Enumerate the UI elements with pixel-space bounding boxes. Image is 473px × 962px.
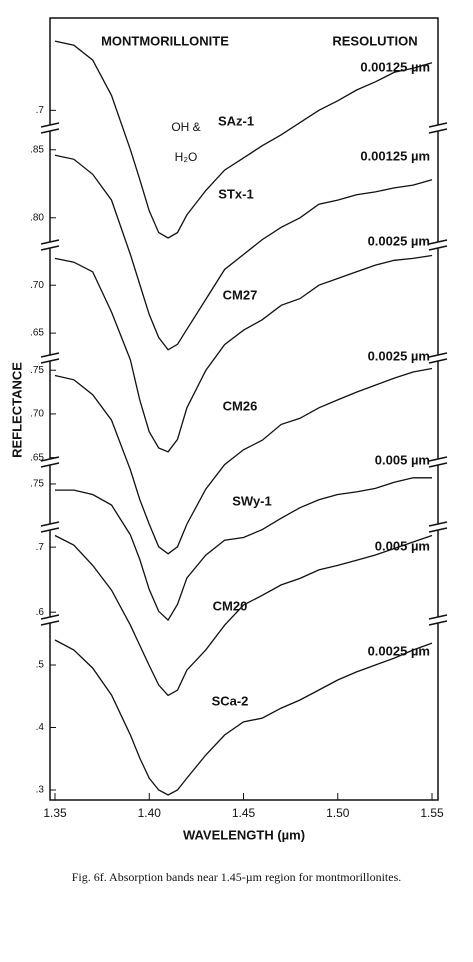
x-tick-label: 1.50 xyxy=(326,806,350,820)
y-tick-label: .75 xyxy=(30,479,44,490)
resolution-label: 0.0025 µm xyxy=(368,348,430,363)
y-tick-label: .75 xyxy=(30,365,44,376)
axis-break xyxy=(40,122,60,128)
resolution-label: 0.005 µm xyxy=(375,452,430,467)
axis-break xyxy=(428,527,448,533)
y-tick-label: .65 xyxy=(30,452,44,463)
axis-break xyxy=(40,128,60,134)
y-tick-label: .5 xyxy=(36,660,45,671)
axis-break-gap xyxy=(47,125,53,131)
axis-break xyxy=(428,521,448,527)
resolution-label: 0.0025 µm xyxy=(368,233,430,248)
spectrum-line xyxy=(54,367,433,555)
series-label: SAz-1 xyxy=(218,113,254,128)
y-tick-label: .7 xyxy=(36,542,45,553)
axis-break-gap xyxy=(435,524,441,530)
axis-break xyxy=(428,128,448,134)
axis-break-gap xyxy=(435,355,441,361)
spectrum-line xyxy=(54,154,433,351)
axis-break-gap xyxy=(47,524,53,530)
axis-break xyxy=(40,527,60,533)
y-tick-label: .3 xyxy=(36,785,45,796)
axis-break-gap xyxy=(47,617,53,623)
y-tick-label: .6 xyxy=(36,607,45,618)
y-tick-label: .80 xyxy=(30,212,44,223)
spectrum-line xyxy=(54,534,433,697)
x-tick-label: 1.45 xyxy=(232,806,256,820)
axis-break xyxy=(428,620,448,626)
chart: MONTMORILLONITE RESOLUTION OH & H₂O WAVE… xyxy=(9,17,448,842)
axis-break-gap xyxy=(435,459,441,465)
axis-break xyxy=(428,462,448,468)
axis-break xyxy=(40,358,60,364)
annotation: OH & xyxy=(171,120,200,134)
series-label: CM27 xyxy=(223,287,258,302)
axis-break-gap xyxy=(435,617,441,623)
x-tick-label: 1.40 xyxy=(138,806,162,820)
spectrum-line xyxy=(54,639,433,796)
axis-break-gap xyxy=(47,242,53,248)
series-label: CM26 xyxy=(223,398,258,413)
axis-break-gap xyxy=(435,242,441,248)
y-tick-label: .4 xyxy=(36,722,45,733)
axis-break xyxy=(428,358,448,364)
axis-break xyxy=(40,521,60,527)
axis-break-gap xyxy=(47,355,53,361)
y-tick-label: .65 xyxy=(30,328,44,339)
x-axis-label: WAVELENGTH (µm) xyxy=(183,827,305,842)
series-label: STx-1 xyxy=(218,186,253,201)
axis-break xyxy=(40,462,60,468)
resolution-header: RESOLUTION xyxy=(332,33,417,48)
series-label: SCa-2 xyxy=(212,693,249,708)
axis-break xyxy=(40,456,60,462)
spectrum-line xyxy=(54,40,433,239)
axis-break xyxy=(428,239,448,245)
axis-break xyxy=(428,456,448,462)
axis-break xyxy=(40,352,60,358)
x-tick-label: 1.55 xyxy=(420,806,444,820)
resolution-label: 0.0025 µm xyxy=(368,643,430,658)
x-tick-label: 1.35 xyxy=(43,806,67,820)
y-tick-label: .70 xyxy=(30,409,44,420)
caption: Fig. 6f. Absorption bands near 1.45-µm r… xyxy=(71,870,402,884)
axis-break xyxy=(40,620,60,626)
spectrum-line xyxy=(55,477,432,622)
y-tick-label: .7 xyxy=(36,105,45,116)
series-label: CM20 xyxy=(213,598,248,613)
resolution-label: 0.00125 µm xyxy=(360,59,430,74)
axis-break-gap xyxy=(47,459,53,465)
series-label: SWy-1 xyxy=(232,493,272,508)
axis-break xyxy=(428,245,448,251)
axis-break xyxy=(428,122,448,128)
resolution-label: 0.005 µm xyxy=(375,538,430,553)
axis-break-gap xyxy=(435,125,441,131)
y-tick-label: .85 xyxy=(30,144,44,155)
y-tick-label: .70 xyxy=(30,280,44,291)
axis-break xyxy=(40,245,60,251)
axis-break xyxy=(40,614,60,620)
chart-title: MONTMORILLONITE xyxy=(101,33,229,48)
axis-break xyxy=(428,614,448,620)
axis-break xyxy=(40,239,60,245)
annotation: H₂O xyxy=(175,150,198,164)
spectrum-line xyxy=(54,254,433,453)
resolution-label: 0.00125 µm xyxy=(360,148,430,163)
axis-break xyxy=(428,352,448,358)
y-axis-label: REFLECTANCE xyxy=(9,362,24,458)
